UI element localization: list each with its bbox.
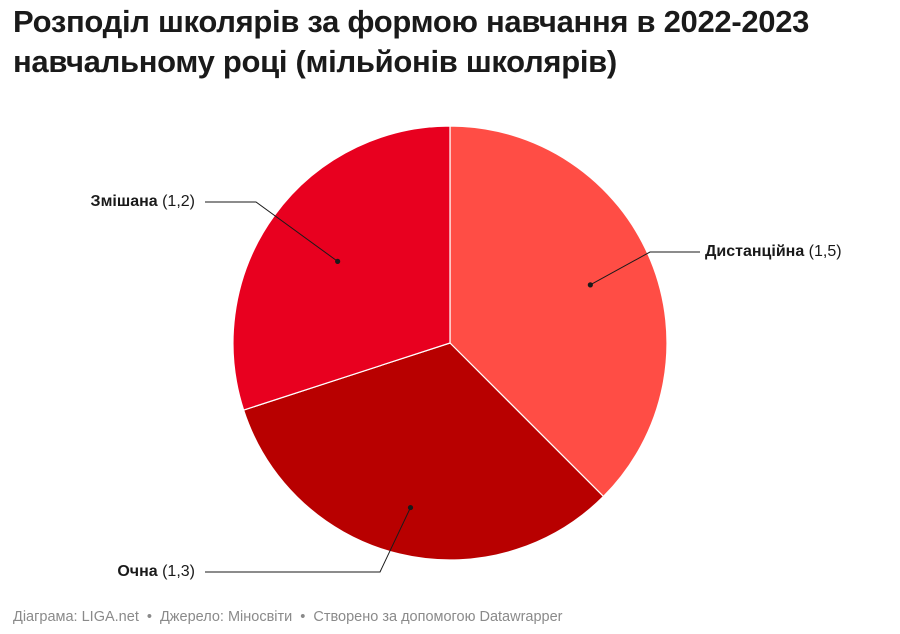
footer: Діаграма: LIGA.net • Джерело: Міносвіти … (13, 609, 563, 625)
leader-line (205, 201, 338, 262)
leader-line (590, 251, 700, 286)
slice-label-name: Очна (117, 563, 157, 580)
footer-tool-credit: Створено за допомогою Datawrapper (313, 609, 563, 625)
slice-label: Очна (1,3) (117, 563, 195, 580)
slice-label-name: Змішана (91, 193, 158, 210)
pie-slices (232, 125, 668, 561)
leader-dot (587, 282, 593, 288)
slice-label: Дистанційна (1,5) (705, 243, 842, 260)
slice-label: Змішана (1,2) (91, 193, 195, 210)
leader-dot (335, 258, 341, 264)
pie-labels: Дистанційна (1,5) Очна (1,3) Змішана (1,2) (91, 193, 842, 580)
slice-label-value: (1,2) (158, 193, 195, 210)
leader-line (205, 507, 411, 573)
footer-source: Джерело: Міносвіти (159, 609, 293, 625)
footer-separator: • (146, 609, 152, 625)
slice-label-name: Дистанційна (705, 243, 804, 260)
footer-chart-credit: Діаграма: LIGA.net (13, 609, 139, 625)
pie-slice (242, 342, 605, 561)
leader-dot (407, 504, 414, 511)
slice-label-value: (1,3) (158, 563, 195, 580)
pie-slice (449, 125, 668, 498)
chart-title: Розподіл школярів за формою навчання в 2… (13, 4, 810, 79)
slice-label-value: (1,5) (804, 243, 841, 260)
footer-separator: • (300, 609, 306, 625)
